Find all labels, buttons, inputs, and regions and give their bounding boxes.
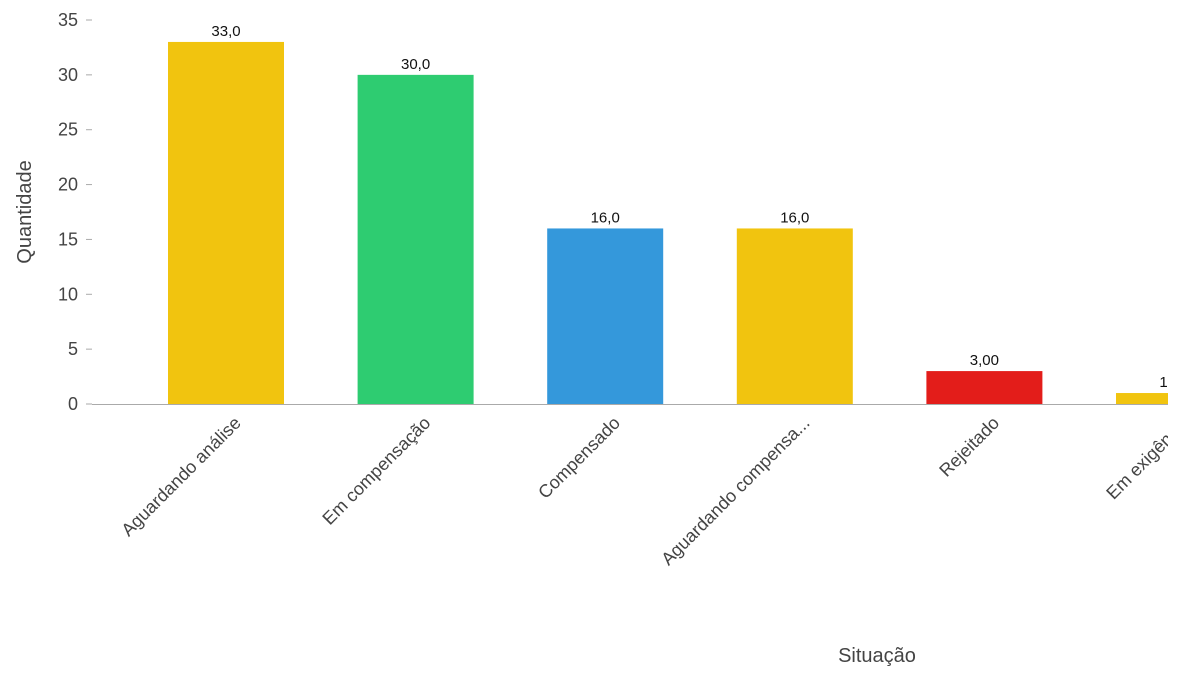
- y-tick-label: 20: [58, 175, 78, 195]
- bar: [926, 371, 1043, 404]
- bar: [357, 74, 474, 404]
- bar-value-label: 33,0: [211, 23, 240, 40]
- x-axis-ticks: Aguardando análise Em compensação Compensa…: [117, 412, 1177, 569]
- x-axis-title: Situação: [838, 645, 916, 667]
- bar: [736, 228, 853, 404]
- y-tick-label: 15: [58, 229, 78, 249]
- bar-value-label: 30,0: [401, 56, 430, 73]
- y-tick-label: 0: [68, 394, 78, 414]
- bar-value-label: 16,0: [591, 209, 620, 226]
- bar-value-label: 1,00: [1159, 374, 1177, 391]
- y-tick-label: 5: [68, 339, 78, 359]
- x-tick-label: Compensado: [534, 413, 624, 503]
- y-tick-label: 35: [58, 10, 78, 30]
- bar: [547, 228, 664, 404]
- y-axis-title: Quantidade: [14, 160, 36, 263]
- y-axis-ticks: 0 5 10 15 20 25 30 35: [58, 10, 92, 414]
- x-tick-label: Aguardando análise: [117, 413, 244, 540]
- x-tick-label: Aguardando compensa...: [657, 413, 813, 569]
- y-tick-label: 10: [58, 284, 78, 304]
- x-tick-label: Em compensação: [318, 413, 434, 529]
- x-tick-label: Rejeitado: [935, 413, 1003, 481]
- y-tick-label: 25: [58, 120, 78, 140]
- bar: [168, 41, 284, 404]
- bar: [1116, 393, 1168, 404]
- y-tick-label: 30: [58, 65, 78, 85]
- plot-area: 33,0 30,0 16,0 16,0 3,00 1,00 Aguardando anál…: [117, 23, 1177, 569]
- bar-value-label: 3,00: [970, 352, 999, 369]
- x-tick-label: Em exigência: [1102, 412, 1177, 503]
- data-labels: 33,0 30,0 16,0 16,0 3,00 1,00: [211, 23, 1177, 391]
- bars: [168, 41, 1168, 404]
- bar-value-label: 16,0: [780, 209, 809, 226]
